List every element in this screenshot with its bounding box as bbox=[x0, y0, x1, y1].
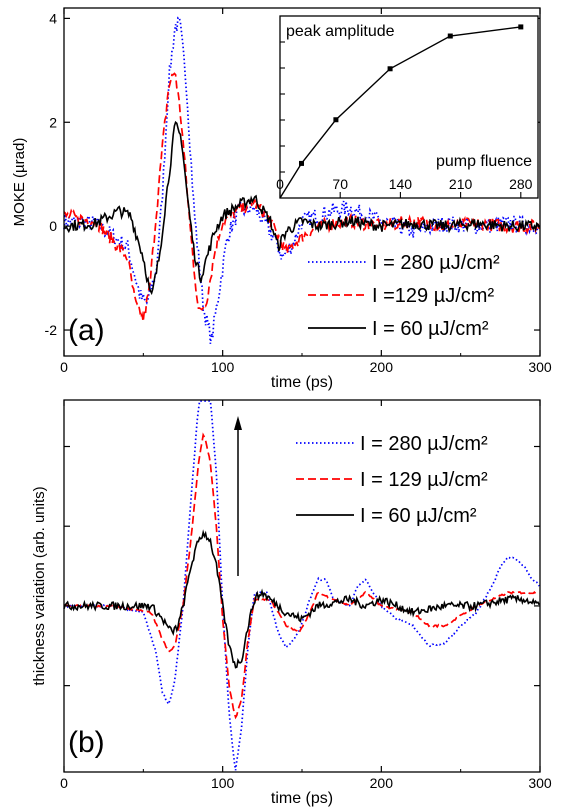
arrow-head bbox=[234, 416, 242, 430]
x-tick-label: 200 bbox=[370, 359, 394, 375]
x-tick-label: 300 bbox=[528, 359, 552, 375]
x-tick-label: 300 bbox=[528, 775, 552, 791]
y-axis-label: thickness variation (arb. units) bbox=[31, 486, 48, 685]
y-tick-label: 2 bbox=[49, 114, 57, 130]
inset-marker bbox=[387, 66, 393, 72]
panel-label-b: (b) bbox=[68, 726, 105, 759]
legend-label-3: I = 60 µJ/cm² bbox=[372, 318, 489, 340]
inset-line bbox=[279, 26, 521, 199]
y-tick-label: -2 bbox=[45, 322, 58, 338]
inset-x-tick-label: 280 bbox=[509, 176, 533, 192]
y-tick-label: 0 bbox=[49, 218, 57, 234]
inset-marker bbox=[299, 160, 304, 166]
inset-x-tick-label: 140 bbox=[389, 176, 413, 192]
panel-a: 0 100 200 300 -2 0 2 4 time (ps) MOKE (µrad) I = 2… bbox=[11, 7, 552, 391]
legend-label-1: I = 280 µJ/cm² bbox=[360, 433, 488, 455]
series-line-1 bbox=[63, 400, 540, 771]
x-axis-label: time (ps) bbox=[271, 374, 333, 391]
panel-label-a: (a) bbox=[68, 314, 105, 347]
x-tick-label: 200 bbox=[370, 775, 394, 791]
series-line-3 bbox=[63, 120, 540, 296]
inset-x-tick-label: 0 bbox=[276, 176, 284, 192]
inset-marker bbox=[333, 117, 339, 123]
legend-label-2: I = 129 µJ/cm² bbox=[360, 469, 488, 491]
y-tick-label: 4 bbox=[49, 10, 57, 26]
series-line-3 bbox=[63, 529, 540, 669]
legend-label-3: I = 60 µJ/cm² bbox=[360, 505, 477, 527]
inset-frame bbox=[279, 15, 539, 199]
y-axis-label: MOKE (µrad) bbox=[11, 138, 28, 227]
inset-x-tick-label: 210 bbox=[449, 176, 473, 192]
series-line-1 bbox=[63, 16, 540, 344]
inset-marker bbox=[447, 33, 453, 39]
inset-x-label: pump fluence bbox=[436, 153, 532, 170]
x-tick-label: 0 bbox=[60, 359, 68, 375]
legend-label-2: I =129 µJ/cm² bbox=[372, 285, 494, 307]
legend-label-1: I = 280 µJ/cm² bbox=[372, 252, 500, 274]
inset-chart: 0 70 140 210 280 peak amplitude pump fluence bbox=[276, 15, 539, 199]
series-line-2 bbox=[63, 432, 540, 720]
panel-b: 0 100 200 300 time (ps) thickness variation (… bbox=[31, 399, 552, 807]
plot-frame bbox=[63, 399, 541, 773]
x-axis-label: time (ps) bbox=[271, 790, 333, 807]
inset-marker bbox=[518, 24, 524, 30]
inset-x-tick-label: 70 bbox=[332, 176, 348, 192]
x-tick-label: 100 bbox=[211, 775, 235, 791]
inset-title: peak amplitude bbox=[286, 23, 395, 40]
x-tick-label: 100 bbox=[211, 359, 235, 375]
x-tick-label: 0 bbox=[60, 775, 68, 791]
series-line-2 bbox=[63, 72, 541, 322]
